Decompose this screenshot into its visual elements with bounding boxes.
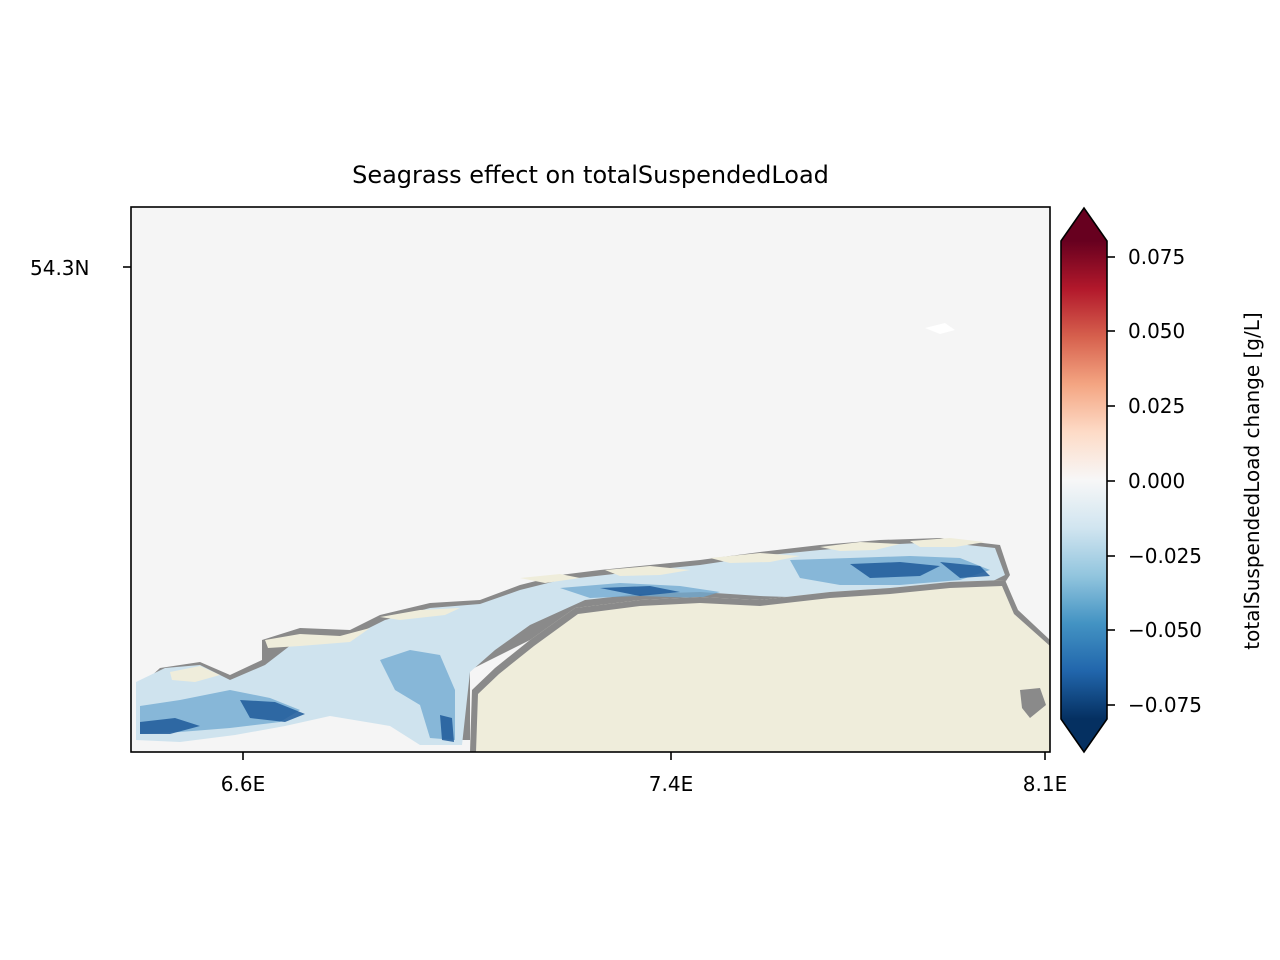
colorbar-title: totalSuspendedLoad change [g/L] xyxy=(1240,312,1264,650)
colorbar-tick-label: −0.075 xyxy=(1128,693,1203,717)
map-frame xyxy=(130,206,1051,753)
colorbar-extend-min xyxy=(1061,719,1107,752)
river-outlet-flats xyxy=(1020,688,1046,718)
island xyxy=(605,566,690,576)
colorbar-outline xyxy=(1060,206,1108,754)
colorbar-tick-label: 0.000 xyxy=(1128,469,1186,493)
sea-speckle xyxy=(925,323,955,334)
colorbar-tick-label: 0.025 xyxy=(1128,394,1186,418)
colorbar-ticks xyxy=(1107,256,1115,706)
x-tick-label: 6.6E xyxy=(220,772,266,796)
y-tick-label: 54.3N xyxy=(30,256,90,280)
x-tick-label: 8.1E xyxy=(1022,772,1068,796)
island xyxy=(820,542,900,551)
island xyxy=(380,608,460,620)
mainland xyxy=(470,580,1050,752)
island xyxy=(520,574,580,583)
colorbar-tick-label: 0.050 xyxy=(1128,319,1186,343)
island xyxy=(710,553,800,563)
island xyxy=(170,666,220,682)
colorbar-tick-label: 0.075 xyxy=(1128,245,1186,269)
tidal-zone-change-light xyxy=(136,542,1005,745)
x-tick-label: 7.4E xyxy=(648,772,694,796)
island xyxy=(265,628,370,648)
map-title: Seagrass effect on totalSuspendedLoad xyxy=(352,161,829,189)
island xyxy=(910,538,985,547)
colorbar-gradient xyxy=(1061,241,1107,719)
colorbar-extend-max xyxy=(1061,208,1107,241)
colorbar-tick-label: −0.025 xyxy=(1128,544,1203,568)
colorbar-tick-label: −0.050 xyxy=(1128,618,1203,642)
